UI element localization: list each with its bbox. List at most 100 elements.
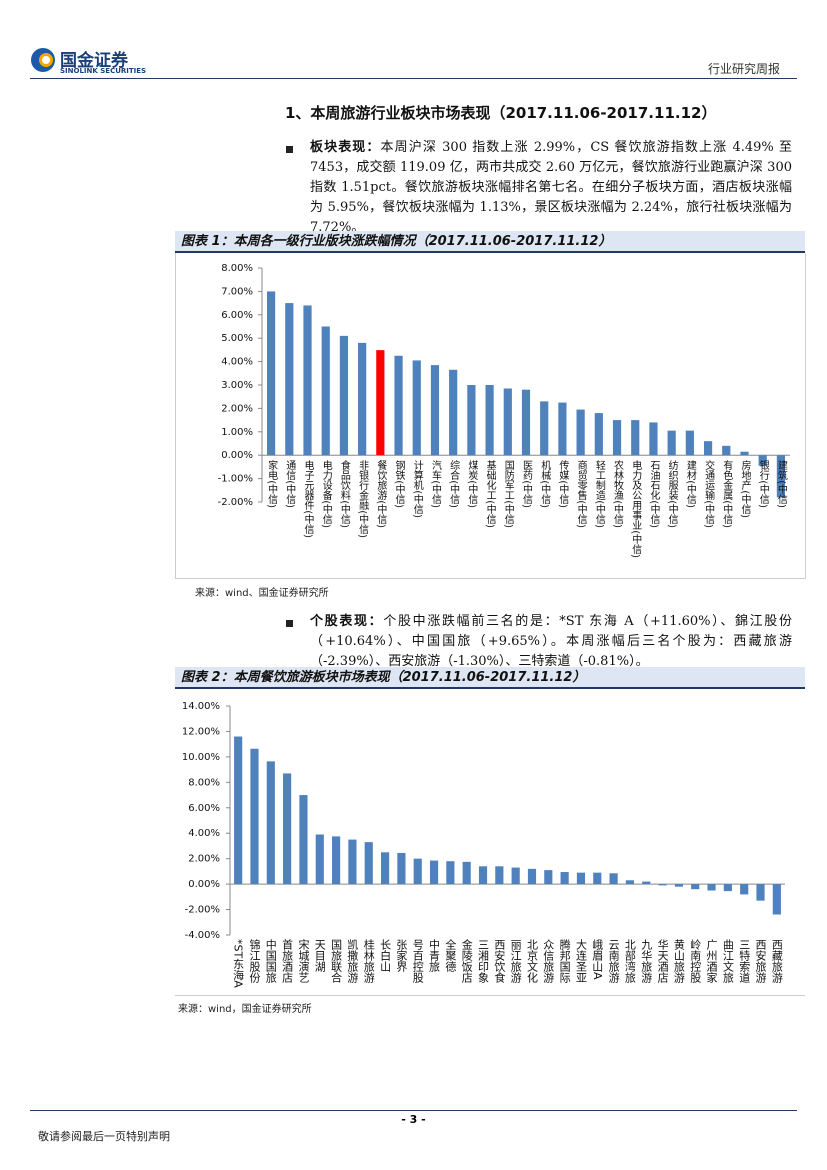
logo-en: SINOLINK SECURITIES: [60, 67, 147, 75]
x-tick-label: 中国国旅: [264, 939, 277, 983]
bar: [691, 884, 700, 890]
bar: [430, 365, 440, 456]
bar: [707, 884, 716, 891]
x-tick-label: 电力及公用事业(中信): [630, 459, 642, 558]
bar: [740, 884, 749, 895]
text: 本周沪深 300 指数上涨 2.99%，CS 餐饮旅游指数上涨 4.49% 至 …: [310, 140, 792, 235]
section-title: 1、本周旅游行业板块市场表现（2017.11.06-2017.11.12）: [285, 104, 717, 122]
bar: [380, 852, 390, 885]
bar: [446, 861, 455, 885]
x-tick-label: 三湘印象: [477, 939, 490, 983]
x-tick-label: 国旅联合: [330, 939, 343, 983]
y-tick-label: 6.00%: [221, 310, 253, 321]
x-tick-label: 家电(中信): [266, 459, 278, 508]
bar: [658, 884, 667, 886]
bar: [303, 305, 312, 456]
bar: [412, 360, 421, 456]
bar: [449, 369, 458, 456]
x-tick-label: 桂林旅游: [362, 938, 375, 983]
x-tick-label: 金陵饭店: [460, 938, 473, 983]
paragraph: 个股表现：个股中涨跌幅前三名的是：*ST 东海 A（+11.60%）、錦江股份（…: [310, 612, 792, 672]
bar: [576, 409, 585, 456]
x-tick-label: 岭南控股: [689, 938, 702, 984]
x-tick-label: 农林牧渔(中信): [612, 459, 624, 528]
bar: [560, 872, 569, 885]
x-tick-label: 综合(中信): [448, 459, 460, 508]
bar: [250, 748, 259, 885]
x-tick-label: 国防军工(中信): [502, 460, 514, 528]
x-tick-label: 中青旅: [428, 939, 441, 972]
x-tick-label: 基础化工(中信): [484, 459, 496, 528]
footer-rule: [30, 1110, 797, 1111]
x-tick-label: 锦江股份: [248, 938, 261, 984]
bar: [625, 880, 635, 885]
bar: [576, 872, 586, 885]
bar: [609, 873, 618, 885]
bar: [540, 401, 549, 456]
bar: [631, 420, 640, 456]
x-tick-label: 宋城演艺: [297, 938, 310, 983]
bar: [462, 861, 471, 885]
chart-rule: [175, 995, 805, 996]
x-tick-label: 钢铁(中信): [393, 459, 405, 508]
bar: [685, 430, 694, 456]
x-tick-label: 腾邦国际: [558, 938, 571, 984]
x-tick-label: 机械(中信): [539, 459, 551, 508]
bar: [612, 420, 622, 456]
x-tick-label: 房地产(中信): [739, 459, 751, 518]
bar: [267, 291, 276, 456]
bar: [299, 795, 308, 885]
x-tick-label: 煤炭(中信): [466, 459, 478, 508]
x-tick-label: 凯撒旅游: [346, 939, 359, 983]
bar: [649, 422, 658, 456]
x-tick-label: 非银行金融(中信): [357, 460, 369, 538]
bar: [772, 884, 781, 915]
x-tick-label: 西安饮食: [493, 939, 506, 984]
y-tick-label: 12.00%: [182, 726, 220, 737]
bar: [478, 866, 488, 885]
x-tick-label: 号百控股: [411, 939, 424, 984]
chart: -4.00% -2.00% 0.00% 2.00% 4.00% 6.00% 8.00% 10.…: [182, 701, 785, 988]
x-tick-label: 食品饮料(中信): [338, 459, 350, 528]
bar: [722, 445, 731, 456]
x-tick-label: 三特索道: [738, 939, 751, 983]
bar: [593, 872, 602, 885]
y-tick-label: 4.00%: [188, 828, 220, 839]
y-tick-label: 3.00%: [221, 380, 253, 391]
header-rule: [30, 78, 797, 79]
bar: [321, 326, 330, 456]
bar: [429, 860, 439, 885]
bullet: [286, 146, 293, 153]
y-tick-label: 2.00%: [188, 854, 220, 865]
x-tick-label: 餐饮旅游(中信): [375, 459, 387, 528]
y-tick-label: 1.00%: [221, 427, 253, 438]
x-tick-label: 石油石化(中信): [648, 460, 660, 528]
bar: [339, 335, 349, 456]
disclaimer: 敬请参阅最后一页特别声明: [38, 1130, 170, 1143]
x-tick-label: 商贸零售(中信): [575, 459, 587, 528]
x-tick-label: 九华旅游: [640, 939, 653, 983]
chart-title: 图表 1：本周各一级行业版块涨跌幅情况（2017.11.06-2017.11.1…: [175, 231, 805, 253]
x-tick-label: 西藏旅游: [770, 939, 783, 983]
y-tick-label: 6.00%: [188, 803, 220, 814]
x-tick-label: 北京文化: [525, 939, 538, 984]
x-tick-label: 银行(中信): [757, 459, 769, 508]
chart-frame: [175, 253, 806, 579]
paragraph: 板块表现：本周沪深 300 指数上涨 2.99%，CS 餐饮旅游指数上涨 4.4…: [310, 138, 792, 238]
x-tick-label: 计算机(中信): [411, 459, 423, 518]
lead: 个股表现：: [310, 614, 384, 629]
bullet: [286, 620, 293, 627]
bar: [285, 303, 294, 456]
x-tick-label: *ST东海A: [232, 939, 245, 988]
x-tick-label: 建筑(中信): [775, 459, 787, 508]
x-tick-label: 交通运输(中信): [703, 459, 715, 528]
y-tick-label: -2.00%: [218, 497, 253, 508]
bar: [544, 870, 553, 885]
y-tick-label: 0.00%: [221, 450, 253, 461]
bar: [558, 402, 567, 456]
x-tick-label: 北部湾旅: [623, 939, 636, 983]
y-tick-label: 2.00%: [221, 403, 253, 414]
source: 来源：wind、国金证券研究所: [195, 588, 329, 599]
x-tick-label: 轻工制造(中信): [593, 459, 605, 528]
y-tick-label: 7.00%: [221, 286, 253, 297]
